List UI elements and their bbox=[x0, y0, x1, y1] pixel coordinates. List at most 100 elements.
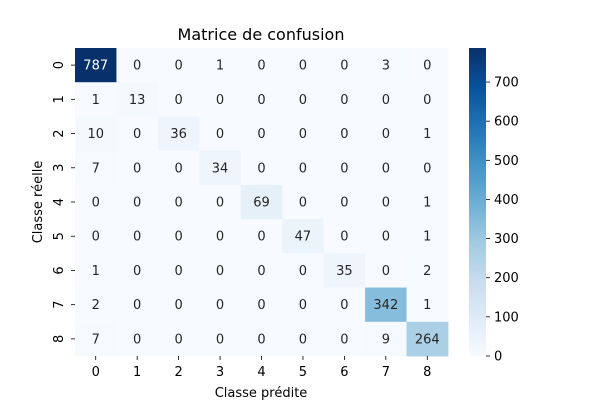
heatmap-cell bbox=[323, 287, 366, 323]
y-tick-label: 0 bbox=[52, 61, 67, 69]
heatmap-cell bbox=[75, 184, 117, 220]
heatmap-cell bbox=[157, 82, 200, 117]
cell-value-label: 3 bbox=[382, 59, 390, 74]
heatmap-cell bbox=[282, 219, 325, 254]
heatmap-cell bbox=[406, 253, 449, 288]
heatmap-cell bbox=[365, 48, 407, 83]
heatmap-cell bbox=[116, 253, 159, 288]
heatmap-cell bbox=[282, 82, 325, 117]
heatmap-cell bbox=[323, 48, 366, 83]
heatmap-cell bbox=[323, 321, 366, 357]
heatmap-cell bbox=[282, 253, 325, 288]
heatmap-cell bbox=[199, 321, 242, 357]
cell-value-label: 0 bbox=[299, 59, 307, 74]
cell-value-label: 0 bbox=[216, 93, 224, 108]
cell-value-label: 0 bbox=[174, 230, 182, 245]
cell-value-label: 2 bbox=[423, 264, 431, 279]
y-tick-label: 2 bbox=[52, 129, 67, 137]
cell-value-label: 0 bbox=[216, 264, 224, 279]
cell-value-label: 0 bbox=[299, 264, 307, 279]
cell-value-label: 0 bbox=[257, 298, 265, 313]
heatmap-cell bbox=[365, 219, 407, 254]
colorbar bbox=[469, 48, 486, 356]
heatmap-cell bbox=[199, 116, 242, 152]
heatmap-cell bbox=[323, 150, 366, 186]
cell-value-label: 0 bbox=[340, 230, 348, 245]
y-tick-label: 4 bbox=[52, 198, 67, 206]
cell-value-label: 0 bbox=[340, 161, 348, 176]
heatmap-cell bbox=[157, 321, 200, 357]
cell-value-label: 0 bbox=[133, 298, 141, 313]
heatmap-cell bbox=[406, 116, 449, 152]
cell-value-label: 7 bbox=[92, 161, 100, 176]
y-tick-label: 1 bbox=[52, 95, 67, 103]
cell-value-label: 0 bbox=[133, 127, 141, 142]
heatmap-cell bbox=[282, 48, 325, 83]
x-tick-label: 6 bbox=[340, 365, 348, 380]
heatmap-cell bbox=[199, 150, 242, 186]
cell-value-label: 1 bbox=[216, 59, 224, 74]
cell-value-label: 69 bbox=[253, 196, 270, 211]
heatmap-cell bbox=[199, 82, 242, 117]
cell-value-label: 787 bbox=[83, 59, 108, 74]
heatmap-cell bbox=[75, 116, 117, 152]
cell-value-label: 0 bbox=[299, 196, 307, 211]
y-axis-label: Classe réelle bbox=[31, 161, 46, 244]
colorbar-tick-label: 600 bbox=[494, 115, 519, 130]
heatmap-cell bbox=[116, 82, 159, 117]
x-axis-label: Classe prédite bbox=[215, 386, 308, 400]
cell-value-label: 0 bbox=[340, 59, 348, 74]
cell-value-label: 0 bbox=[340, 127, 348, 142]
cell-value-label: 0 bbox=[340, 93, 348, 108]
heatmap-cell bbox=[282, 116, 325, 152]
heatmap-cell bbox=[240, 82, 283, 117]
cell-value-label: 0 bbox=[216, 332, 224, 347]
cell-value-label: 0 bbox=[174, 264, 182, 279]
heatmap-cell bbox=[157, 219, 200, 254]
heatmap-cell bbox=[157, 150, 200, 186]
cell-value-label: 0 bbox=[174, 298, 182, 313]
cell-value-label: 0 bbox=[423, 161, 431, 176]
cell-value-label: 0 bbox=[174, 93, 182, 108]
heatmap-cell bbox=[75, 82, 117, 117]
cell-value-label: 0 bbox=[174, 196, 182, 211]
cell-value-label: 0 bbox=[382, 161, 390, 176]
cell-value-label: 0 bbox=[299, 93, 307, 108]
heatmap-cell bbox=[406, 287, 449, 323]
colorbar-tick-label: 500 bbox=[494, 154, 519, 169]
y-tick-label: 6 bbox=[52, 266, 67, 274]
heatmap-cell bbox=[75, 287, 117, 323]
cell-value-label: 1 bbox=[92, 264, 100, 279]
cell-value-label: 0 bbox=[299, 161, 307, 176]
cell-value-label: 1 bbox=[423, 230, 431, 245]
cell-value-label: 1 bbox=[92, 93, 100, 108]
cell-value-label: 0 bbox=[216, 127, 224, 142]
heatmap-cell bbox=[199, 287, 242, 323]
cell-value-label: 0 bbox=[382, 230, 390, 245]
cell-value-label: 0 bbox=[257, 161, 265, 176]
cell-value-label: 0 bbox=[216, 196, 224, 211]
cell-value-label: 0 bbox=[257, 59, 265, 74]
colorbar-tick-label: 300 bbox=[494, 232, 519, 247]
heatmap-cell-labels: 787 0 0 1 0 0 0 3 01 13 0 0 0 0 0 0 010 0 36 0 0 0 0 0 17 0 0 34 0 0 0… bbox=[83, 59, 439, 348]
heatmap-cell bbox=[282, 150, 325, 186]
heatmap-cell bbox=[157, 116, 200, 152]
cell-value-label: 0 bbox=[174, 59, 182, 74]
cell-value-label: 47 bbox=[295, 230, 312, 245]
heatmap-cell bbox=[365, 82, 407, 117]
x-tick-label: 3 bbox=[216, 365, 224, 380]
x-tick-label: 7 bbox=[382, 365, 390, 380]
cell-value-label: 264 bbox=[415, 332, 440, 347]
cell-value-label: 10 bbox=[87, 127, 104, 142]
cell-value-label: 342 bbox=[373, 298, 398, 313]
x-tick-label: 5 bbox=[299, 365, 307, 380]
cell-value-label: 7 bbox=[92, 332, 100, 347]
heatmap-cell bbox=[240, 321, 283, 357]
heatmap-cell bbox=[240, 48, 283, 83]
heatmap-cell bbox=[240, 184, 283, 220]
colorbar-tick-label: 200 bbox=[494, 271, 519, 286]
heatmap-cell bbox=[240, 253, 283, 288]
cell-value-label: 34 bbox=[212, 161, 229, 176]
heatmap-cell bbox=[323, 116, 366, 152]
cell-value-label: 0 bbox=[257, 230, 265, 245]
